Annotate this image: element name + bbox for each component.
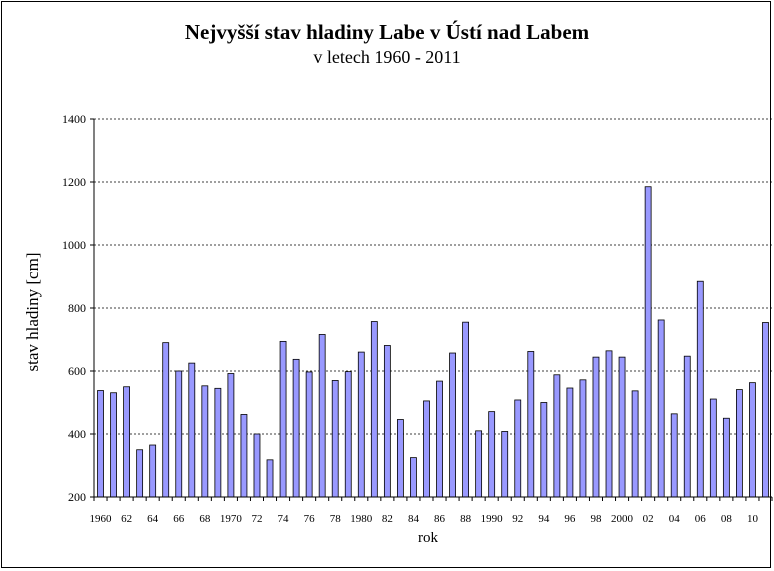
- bar-1972: [253, 433, 261, 498]
- x-tick-label: 64: [147, 513, 159, 525]
- x-tick-label: 76: [304, 513, 316, 525]
- bar-1996: [566, 387, 574, 498]
- bar-2004: [670, 413, 678, 498]
- bar-1983: [396, 419, 404, 498]
- bar-1993: [527, 351, 535, 498]
- x-tick-label: 68: [199, 513, 211, 525]
- y-tick-label: 200: [68, 490, 86, 504]
- bar-2002: [644, 186, 652, 498]
- bar-2003: [657, 319, 665, 498]
- x-tick-label: 1970: [220, 513, 243, 525]
- y-axis-label: stav hladiny [cm]: [23, 253, 42, 372]
- x-axis-label: rok: [418, 530, 438, 546]
- bar-1970: [227, 373, 235, 498]
- x-tick-label: 06: [695, 513, 707, 525]
- bar-2010: [749, 382, 756, 498]
- y-tick-label: 1200: [62, 175, 86, 189]
- bar-1990: [488, 411, 496, 498]
- bar-1991: [501, 431, 509, 498]
- y-tick-label: 400: [68, 427, 86, 441]
- x-tick-label: 04: [669, 513, 681, 525]
- x-tick-label: 98: [590, 513, 602, 525]
- x-tick-label: 94: [538, 513, 550, 525]
- x-tick-label: 72: [251, 513, 262, 525]
- bar-1986: [436, 380, 443, 498]
- bar-1989: [475, 430, 483, 498]
- x-tick-label: 10: [747, 513, 759, 525]
- y-tick-label: 1400: [62, 112, 86, 126]
- x-tick-label: 2000: [611, 513, 634, 525]
- gridlines: [94, 118, 772, 435]
- x-tick-label: 02: [643, 513, 654, 525]
- bar-1985: [423, 400, 430, 498]
- bar-1964: [149, 444, 157, 498]
- x-tick-label: 78: [330, 513, 342, 525]
- bar-2001: [631, 390, 639, 498]
- bar-2005: [683, 355, 691, 498]
- x-tick-label: 84: [408, 513, 420, 525]
- chart-subtitle: v letech 1960 - 2011: [313, 47, 461, 67]
- bar-1992: [514, 399, 522, 498]
- bar-1980: [357, 351, 365, 498]
- bar-1966: [175, 370, 183, 498]
- x-tick-label: 08: [721, 513, 733, 525]
- bar-1998: [592, 356, 600, 498]
- x-tick-label: 66: [173, 513, 185, 525]
- bar-2008: [722, 417, 730, 498]
- bar-1974: [279, 340, 287, 498]
- bar-1976: [305, 371, 313, 498]
- chart-title: Nejvyšší stav hladiny Labe v Ústí nad La…: [184, 20, 590, 44]
- bar-1968: [201, 385, 209, 498]
- x-tick-label: 86: [434, 513, 446, 525]
- x-tick-label: 82: [382, 513, 393, 525]
- x-tick-label: 62: [121, 513, 132, 525]
- y-axis: 200 400 600 800 1000 1200 1400: [62, 112, 95, 504]
- bars: [97, 186, 769, 498]
- bar-1994: [540, 402, 548, 498]
- bar-1973: [266, 459, 274, 498]
- bar-1977: [318, 334, 326, 498]
- bar-1969: [214, 387, 222, 498]
- bar-2009: [736, 389, 743, 498]
- bar-1975: [292, 358, 300, 498]
- x-tick-label: 1960: [90, 513, 113, 525]
- x-axis: 1960 62 64 66 68 1970 72 74 76 78 1980 82 84 86 88 1990…: [90, 496, 773, 525]
- bar-1965: [162, 342, 170, 498]
- bar-1979: [344, 371, 352, 498]
- y-tick-label: 1000: [62, 238, 86, 252]
- bar-1962: [123, 386, 130, 498]
- bar-2007: [709, 398, 717, 498]
- bar-1971: [240, 414, 248, 498]
- bar-1961: [110, 392, 117, 498]
- x-tick-label: 88: [460, 513, 472, 525]
- x-tick-label: 1990: [481, 513, 504, 525]
- bar-1997: [579, 379, 587, 498]
- bar-1963: [136, 449, 144, 498]
- bar-1988: [462, 321, 470, 498]
- bar-1982: [383, 345, 391, 498]
- bar-1999: [605, 350, 613, 498]
- x-tick-label: 1980: [350, 513, 373, 525]
- bar-1960: [97, 390, 104, 498]
- y-tick-label: 600: [68, 364, 86, 378]
- bar-1981: [370, 321, 378, 498]
- bar-2006: [696, 280, 704, 498]
- x-tick-label: 92: [512, 513, 523, 525]
- bar-2000: [618, 356, 626, 498]
- bar-1967: [188, 362, 196, 498]
- bar-2011: [762, 322, 769, 498]
- x-tick-label: 96: [564, 513, 576, 525]
- bar-1987: [449, 352, 456, 498]
- bar-1984: [410, 457, 417, 498]
- x-tick-label: 74: [278, 513, 290, 525]
- bar-1995: [553, 374, 561, 498]
- bar-1978: [331, 380, 339, 498]
- y-tick-label: 800: [68, 301, 86, 315]
